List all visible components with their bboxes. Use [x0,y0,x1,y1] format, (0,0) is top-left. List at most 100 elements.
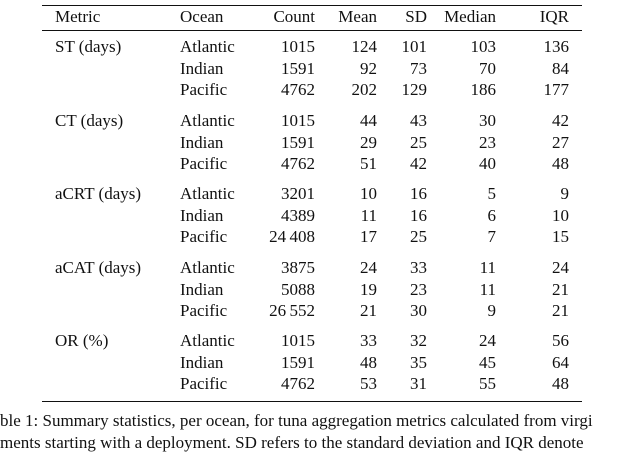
table-cell: 40 [479,154,496,173]
caption-line: ments starting with a deployment. SD ref… [0,433,584,452]
table-cell: 31 [410,374,427,393]
table-cell: 186 [470,80,497,99]
table-cell: 23 [479,132,496,152]
table-cell: 1591 [281,58,315,78]
table-cell: 53 [360,374,377,393]
table-cell: 1015 [281,331,315,350]
table-cell: 5088 [281,279,315,299]
table-cell: 9 [487,301,497,320]
table-cell: 24 408 [269,227,315,246]
table-cell: 7 [487,227,497,246]
table-cell: 5 [487,184,497,203]
table-cell: Indian [180,352,224,372]
table-cell: 64 [552,352,569,372]
table-cell: Pacific [180,301,228,320]
metric-label: aCAT (days) [55,258,142,277]
table-cell: 33 [410,258,427,277]
table-cell: Pacific [180,80,228,99]
header-cell: Ocean [180,7,224,26]
table-cell: 101 [401,37,428,56]
table-cell: 21 [360,301,377,320]
table-cell: 25 [410,227,427,246]
table-cell: 56 [552,331,569,350]
table-cell: 124 [351,37,378,56]
table-cell: 24 [552,258,569,277]
table-cell: 4762 [281,374,315,393]
table-cell: 21 [552,301,569,320]
table-cell: Pacific [180,227,228,246]
table-cell: 15 [552,227,569,246]
header-cell: Median [444,7,496,26]
table-cell: 4762 [281,154,315,173]
table-cell: 35 [410,352,427,372]
table-cell: 24 [360,258,377,277]
table-cell: 42 [552,111,569,130]
top-rule [42,5,582,6]
table-cell: 48 [552,154,569,173]
table-cell: 48 [552,374,569,393]
table-cell: 43 [410,111,427,130]
table-cell: 44 [360,111,377,130]
table-cell: 42 [410,154,427,173]
table-cell: 21 [552,279,569,299]
table-cell: Atlantic [180,37,235,56]
table-cell: 73 [410,58,427,78]
table-cell: 10 [360,184,377,203]
table-cell: Pacific [180,374,228,393]
table-cell: 3201 [281,184,315,203]
table-cell: 45 [479,352,496,372]
table-cell: Indian [180,58,224,78]
header-cell: Metric [55,7,101,26]
table-cell: 19 [360,279,377,299]
table-cell: 30 [479,111,496,130]
table-cell: 202 [351,80,378,99]
table-cell: Atlantic [180,184,235,203]
table-cell: 92 [360,58,377,78]
table-cell: 70 [479,58,496,78]
table-cell: 10 [552,205,569,225]
table-cell: 4389 [281,205,315,225]
table-cell: 1591 [281,352,315,372]
table-cell: Indian [180,279,224,299]
table-cell: 24 [479,331,496,350]
header-cell: IQR [539,7,569,26]
header-cell: Mean [338,7,377,26]
table-cell: 11 [360,205,377,225]
metric-label: ST (days) [55,37,122,56]
table-cell: 4762 [281,80,315,99]
table-cell: 1015 [281,37,315,56]
table-cell: Indian [180,205,224,225]
table-cell: 84 [552,58,569,78]
bottom-rule [42,401,582,402]
table-cell: 16 [410,184,427,203]
metric-label: CT (days) [55,111,124,130]
table-cell: Indian [180,132,224,152]
metric-label: aCRT (days) [55,184,142,203]
table-cell: 26 552 [269,301,315,320]
table-cell: 51 [360,154,377,173]
table-cell: 48 [360,352,377,372]
table-cell: 9 [560,184,570,203]
table-cell: 32 [410,331,427,350]
table-cell: 27 [552,132,569,152]
table-cell: Atlantic [180,258,235,277]
table-cell: 129 [401,80,428,99]
header-cell: Count [273,7,315,26]
table-cell: 16 [410,205,427,225]
table-cell: 25 [410,132,427,152]
table-cell: 177 [543,80,570,99]
table-cell: 103 [470,37,497,56]
table-cell: Atlantic [180,331,235,350]
table-cell: Pacific [180,154,228,173]
table-cell: 33 [360,331,377,350]
table-cell: 30 [410,301,427,320]
table-cell: 11 [479,258,496,277]
table-cell: 23 [410,279,427,299]
table-cell: 1591 [281,132,315,152]
header-cell: SD [405,7,427,26]
table-cell: 1015 [281,111,315,130]
mid-rule [42,30,582,31]
table-cell: Atlantic [180,111,235,130]
table-cell: 136 [543,37,570,56]
